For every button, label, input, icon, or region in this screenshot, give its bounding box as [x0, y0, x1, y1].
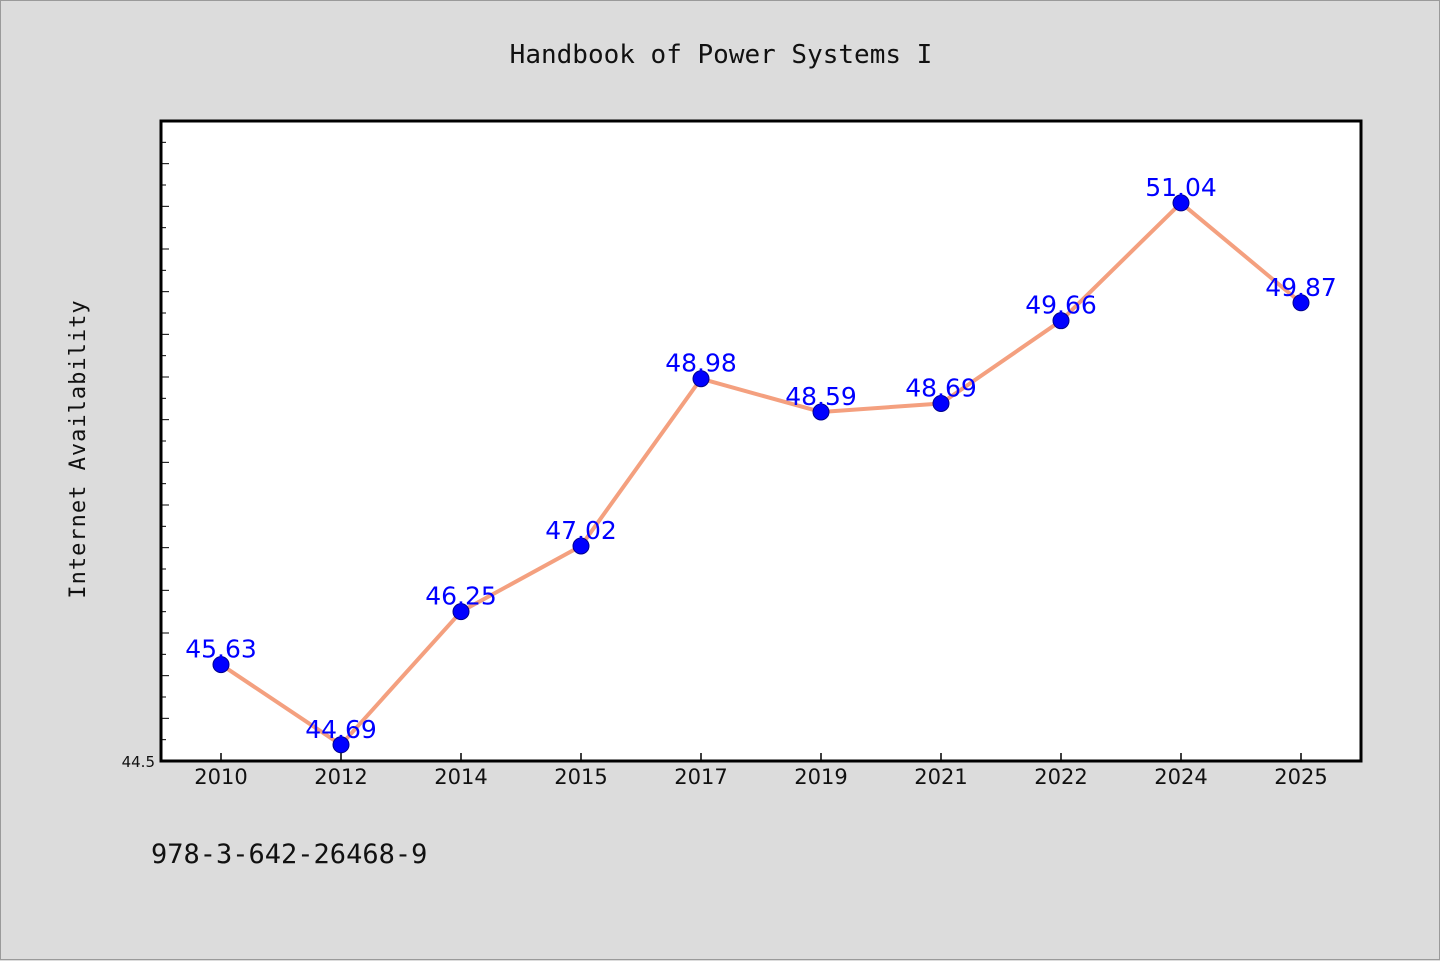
data-point	[932, 394, 950, 412]
data-label: 47.02	[545, 516, 617, 545]
series-line	[219, 200, 1303, 747]
y-axis-minor-ticks	[161, 120, 169, 762]
x-tick-label: 2019	[794, 765, 847, 789]
data-label: 49.87	[1265, 273, 1337, 302]
x-tick-label: 2021	[914, 765, 967, 789]
data-point	[212, 656, 230, 674]
y-axis-label: Internet Availability	[66, 299, 91, 598]
data-point	[332, 736, 350, 754]
data-labels: 45.63 44.69 46.25 47.02 48.98 48.59 48.69 49.66…	[185, 173, 1337, 744]
x-tick-label: 2010	[194, 765, 247, 789]
data-point	[452, 603, 470, 621]
data-point	[692, 370, 710, 388]
data-label: 45.63	[185, 635, 257, 664]
data-label: 48.59	[785, 382, 857, 411]
data-point	[812, 403, 830, 421]
data-point	[1172, 194, 1190, 212]
series-line-group	[219, 200, 1303, 747]
y-axis-tick-labels: 44.5	[122, 753, 155, 771]
y-tick-label: 44.5	[122, 753, 155, 771]
data-label: 48.98	[665, 349, 737, 378]
data-label: 51.04	[1145, 173, 1217, 202]
x-tick-label: 2024	[1154, 765, 1207, 789]
x-axis-ticks: 2010 2012 2014 2015 2017 2019 2021 2022 2024 2025	[194, 753, 1328, 789]
data-label: 46.25	[425, 582, 497, 611]
data-label: 49.66	[1025, 291, 1097, 320]
x-tick-label: 2015	[554, 765, 607, 789]
series-markers	[212, 194, 1310, 754]
chart-title: Handbook of Power Systems I	[510, 40, 933, 70]
data-point	[1052, 312, 1070, 330]
x-tick-label: 2012	[314, 765, 367, 789]
data-label: 48.69	[905, 373, 977, 402]
plot-area	[159, 119, 1363, 763]
x-tick-label: 2022	[1034, 765, 1087, 789]
isbn-footer: 978-3-642-26468-9	[151, 839, 427, 870]
x-tick-label: 2017	[674, 765, 727, 789]
x-tick-label: 2025	[1274, 765, 1327, 789]
data-label: 44.69	[305, 715, 377, 744]
data-point	[1292, 294, 1310, 312]
data-point	[572, 537, 590, 555]
x-tick-label: 2014	[434, 765, 487, 789]
